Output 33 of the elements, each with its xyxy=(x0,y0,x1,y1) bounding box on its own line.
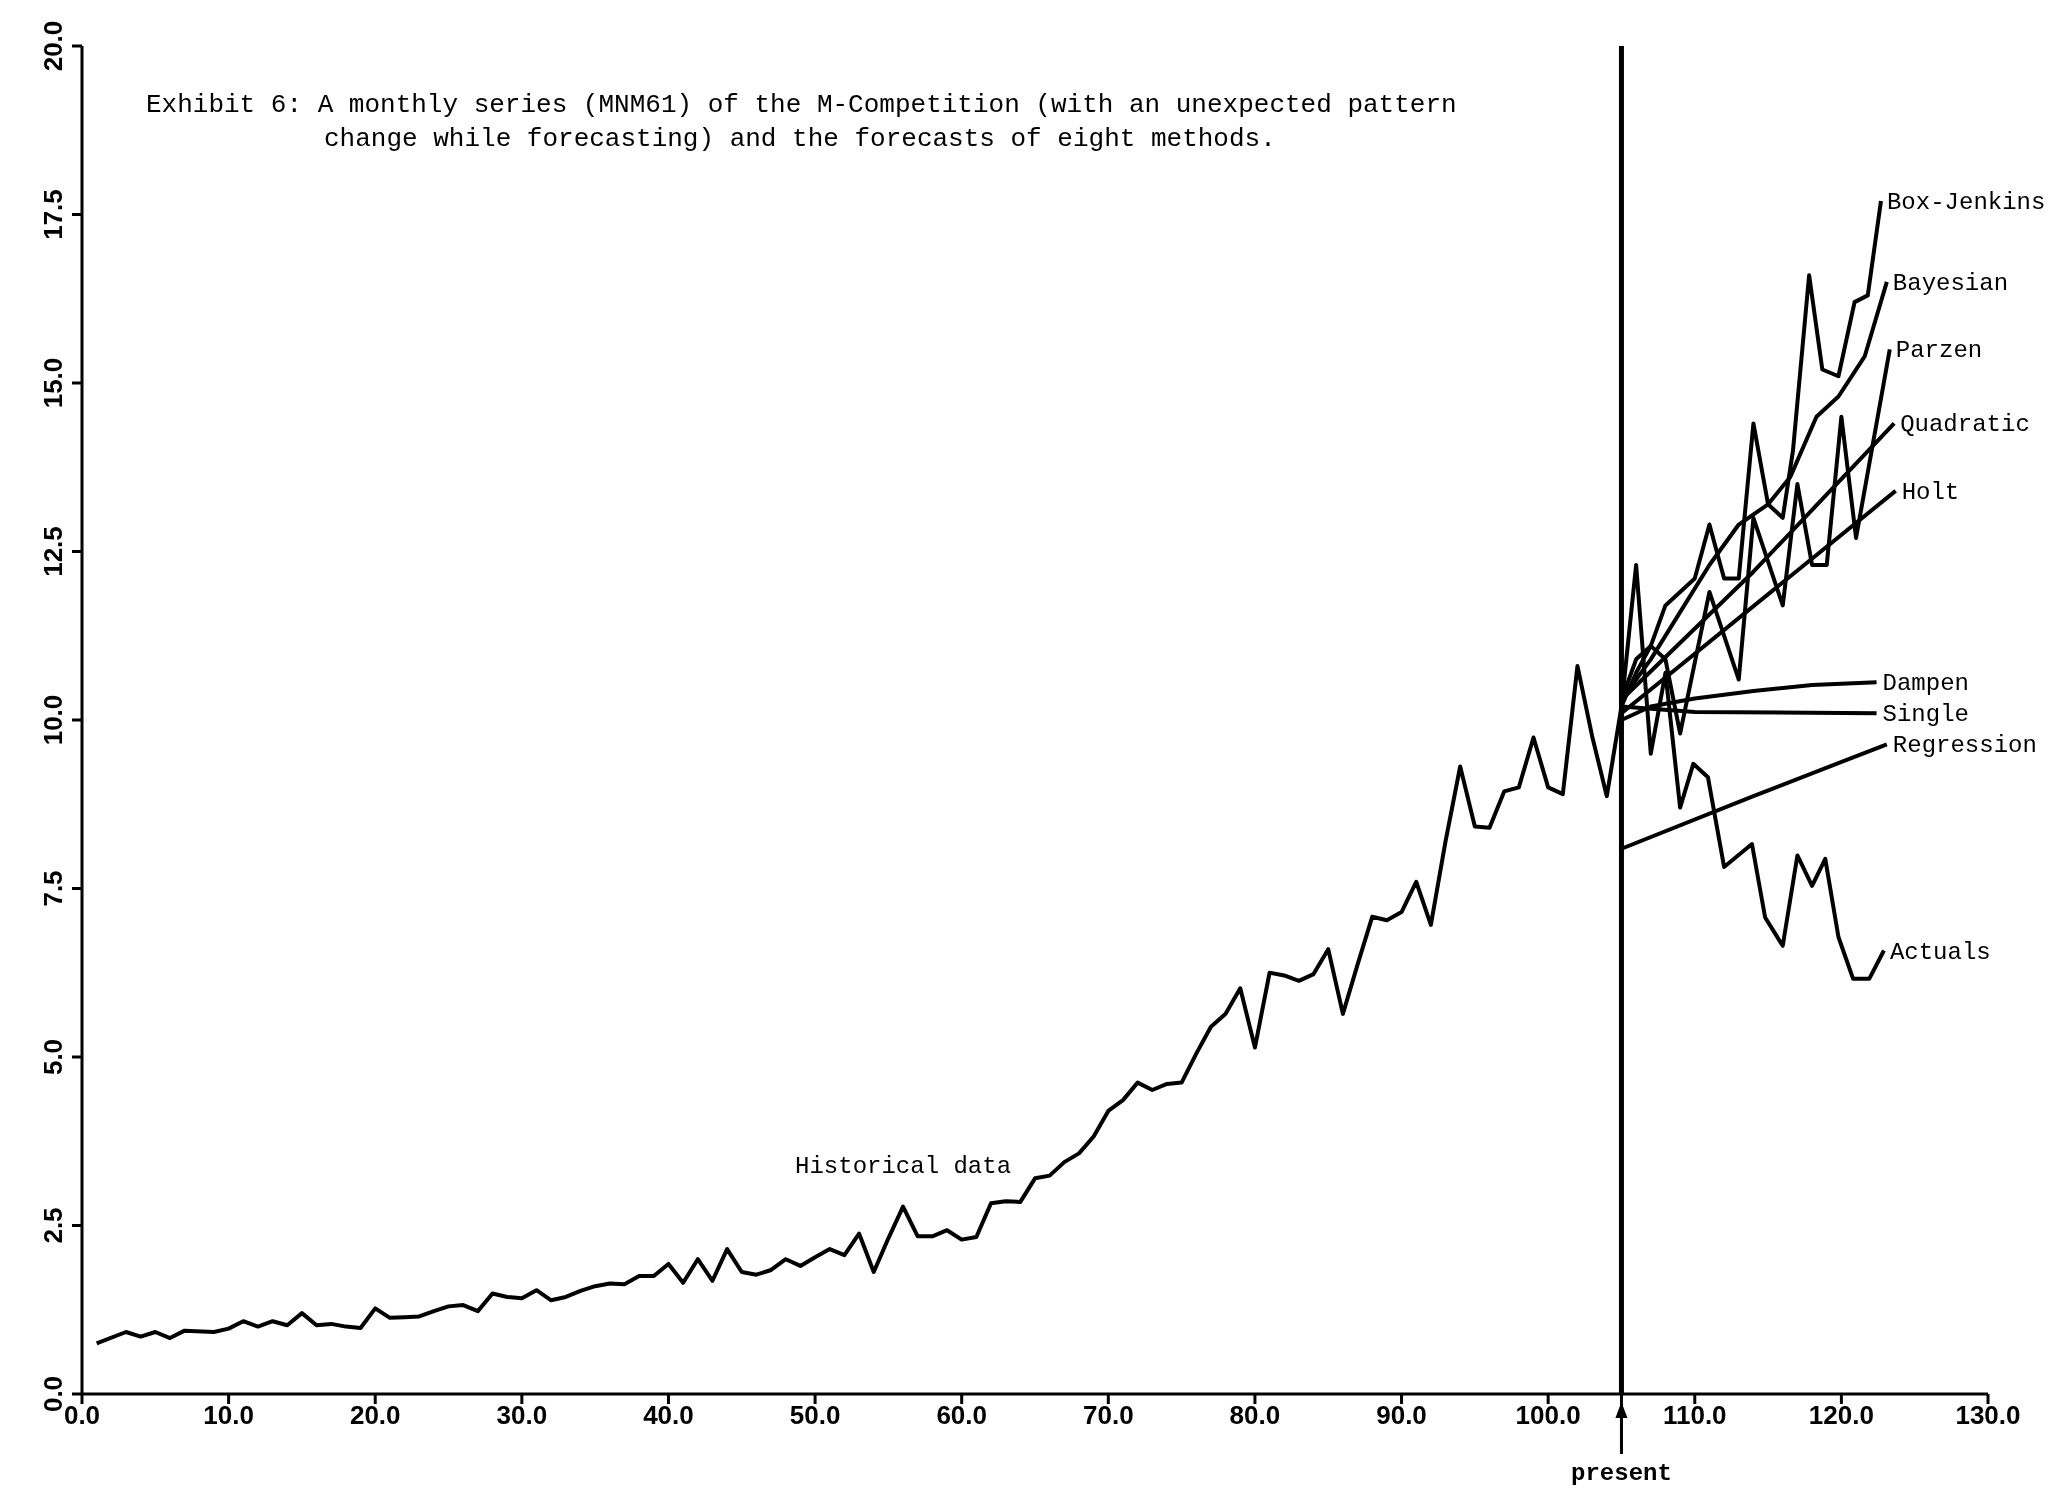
x-tick-label: 10.0 xyxy=(203,1400,254,1431)
y-tick-label: 12.5 xyxy=(38,526,68,577)
series-label: Holt xyxy=(1901,478,1960,506)
series-label: Bayesian xyxy=(1892,269,2009,297)
y-tick-label: 20.0 xyxy=(38,20,68,72)
x-tick-label: 100.0 xyxy=(1515,1400,1581,1431)
annotation: Historical data xyxy=(795,1152,1012,1180)
x-tick-label: 20.0 xyxy=(349,1400,401,1431)
text: Exhibit 6: A monthly series (MNM61) of the M-Competition (with an unexpected pattern change while forecasting) and the forecasts of eight methods. xyxy=(146,89,1458,156)
series-label: Actuals xyxy=(1889,938,1991,966)
x-tick-label: 60.0 xyxy=(936,1400,987,1431)
x-tick-label: 110.0 xyxy=(1662,1400,1727,1431)
x-tick-label: 40.0 xyxy=(643,1400,694,1431)
x-tick-label: 90.0 xyxy=(1376,1400,1427,1431)
series-label: Regression xyxy=(1892,732,2037,760)
y-tick-label: 5.0 xyxy=(38,1038,68,1076)
ref-line-label: present xyxy=(1571,1460,1672,1487)
x-tick-label: 80.0 xyxy=(1229,1400,1281,1431)
series-label: Single xyxy=(1882,701,1969,729)
y-tick-label: 15.0 xyxy=(38,357,68,409)
y-tick-label: 10.0 xyxy=(38,694,68,746)
series-label: Parzen xyxy=(1895,337,1983,365)
y-tick-label: 17.5 xyxy=(38,189,68,240)
x-tick-label: 30.0 xyxy=(496,1400,548,1431)
x-tick-label: 50.0 xyxy=(789,1400,841,1431)
x-tick-label: 70.0 xyxy=(1083,1400,1134,1431)
x-tick-label: 130.0 xyxy=(1955,1400,2021,1431)
series-label: Dampen xyxy=(1882,670,1969,698)
series-label: Box-Jenkins xyxy=(1886,189,2046,217)
x-tick-label: 120.0 xyxy=(1808,1400,1874,1431)
y-tick-label: 2.5 xyxy=(38,1207,68,1244)
y-tick-label: 7.5 xyxy=(38,870,68,907)
series-label: Quadratic xyxy=(1900,411,2030,439)
